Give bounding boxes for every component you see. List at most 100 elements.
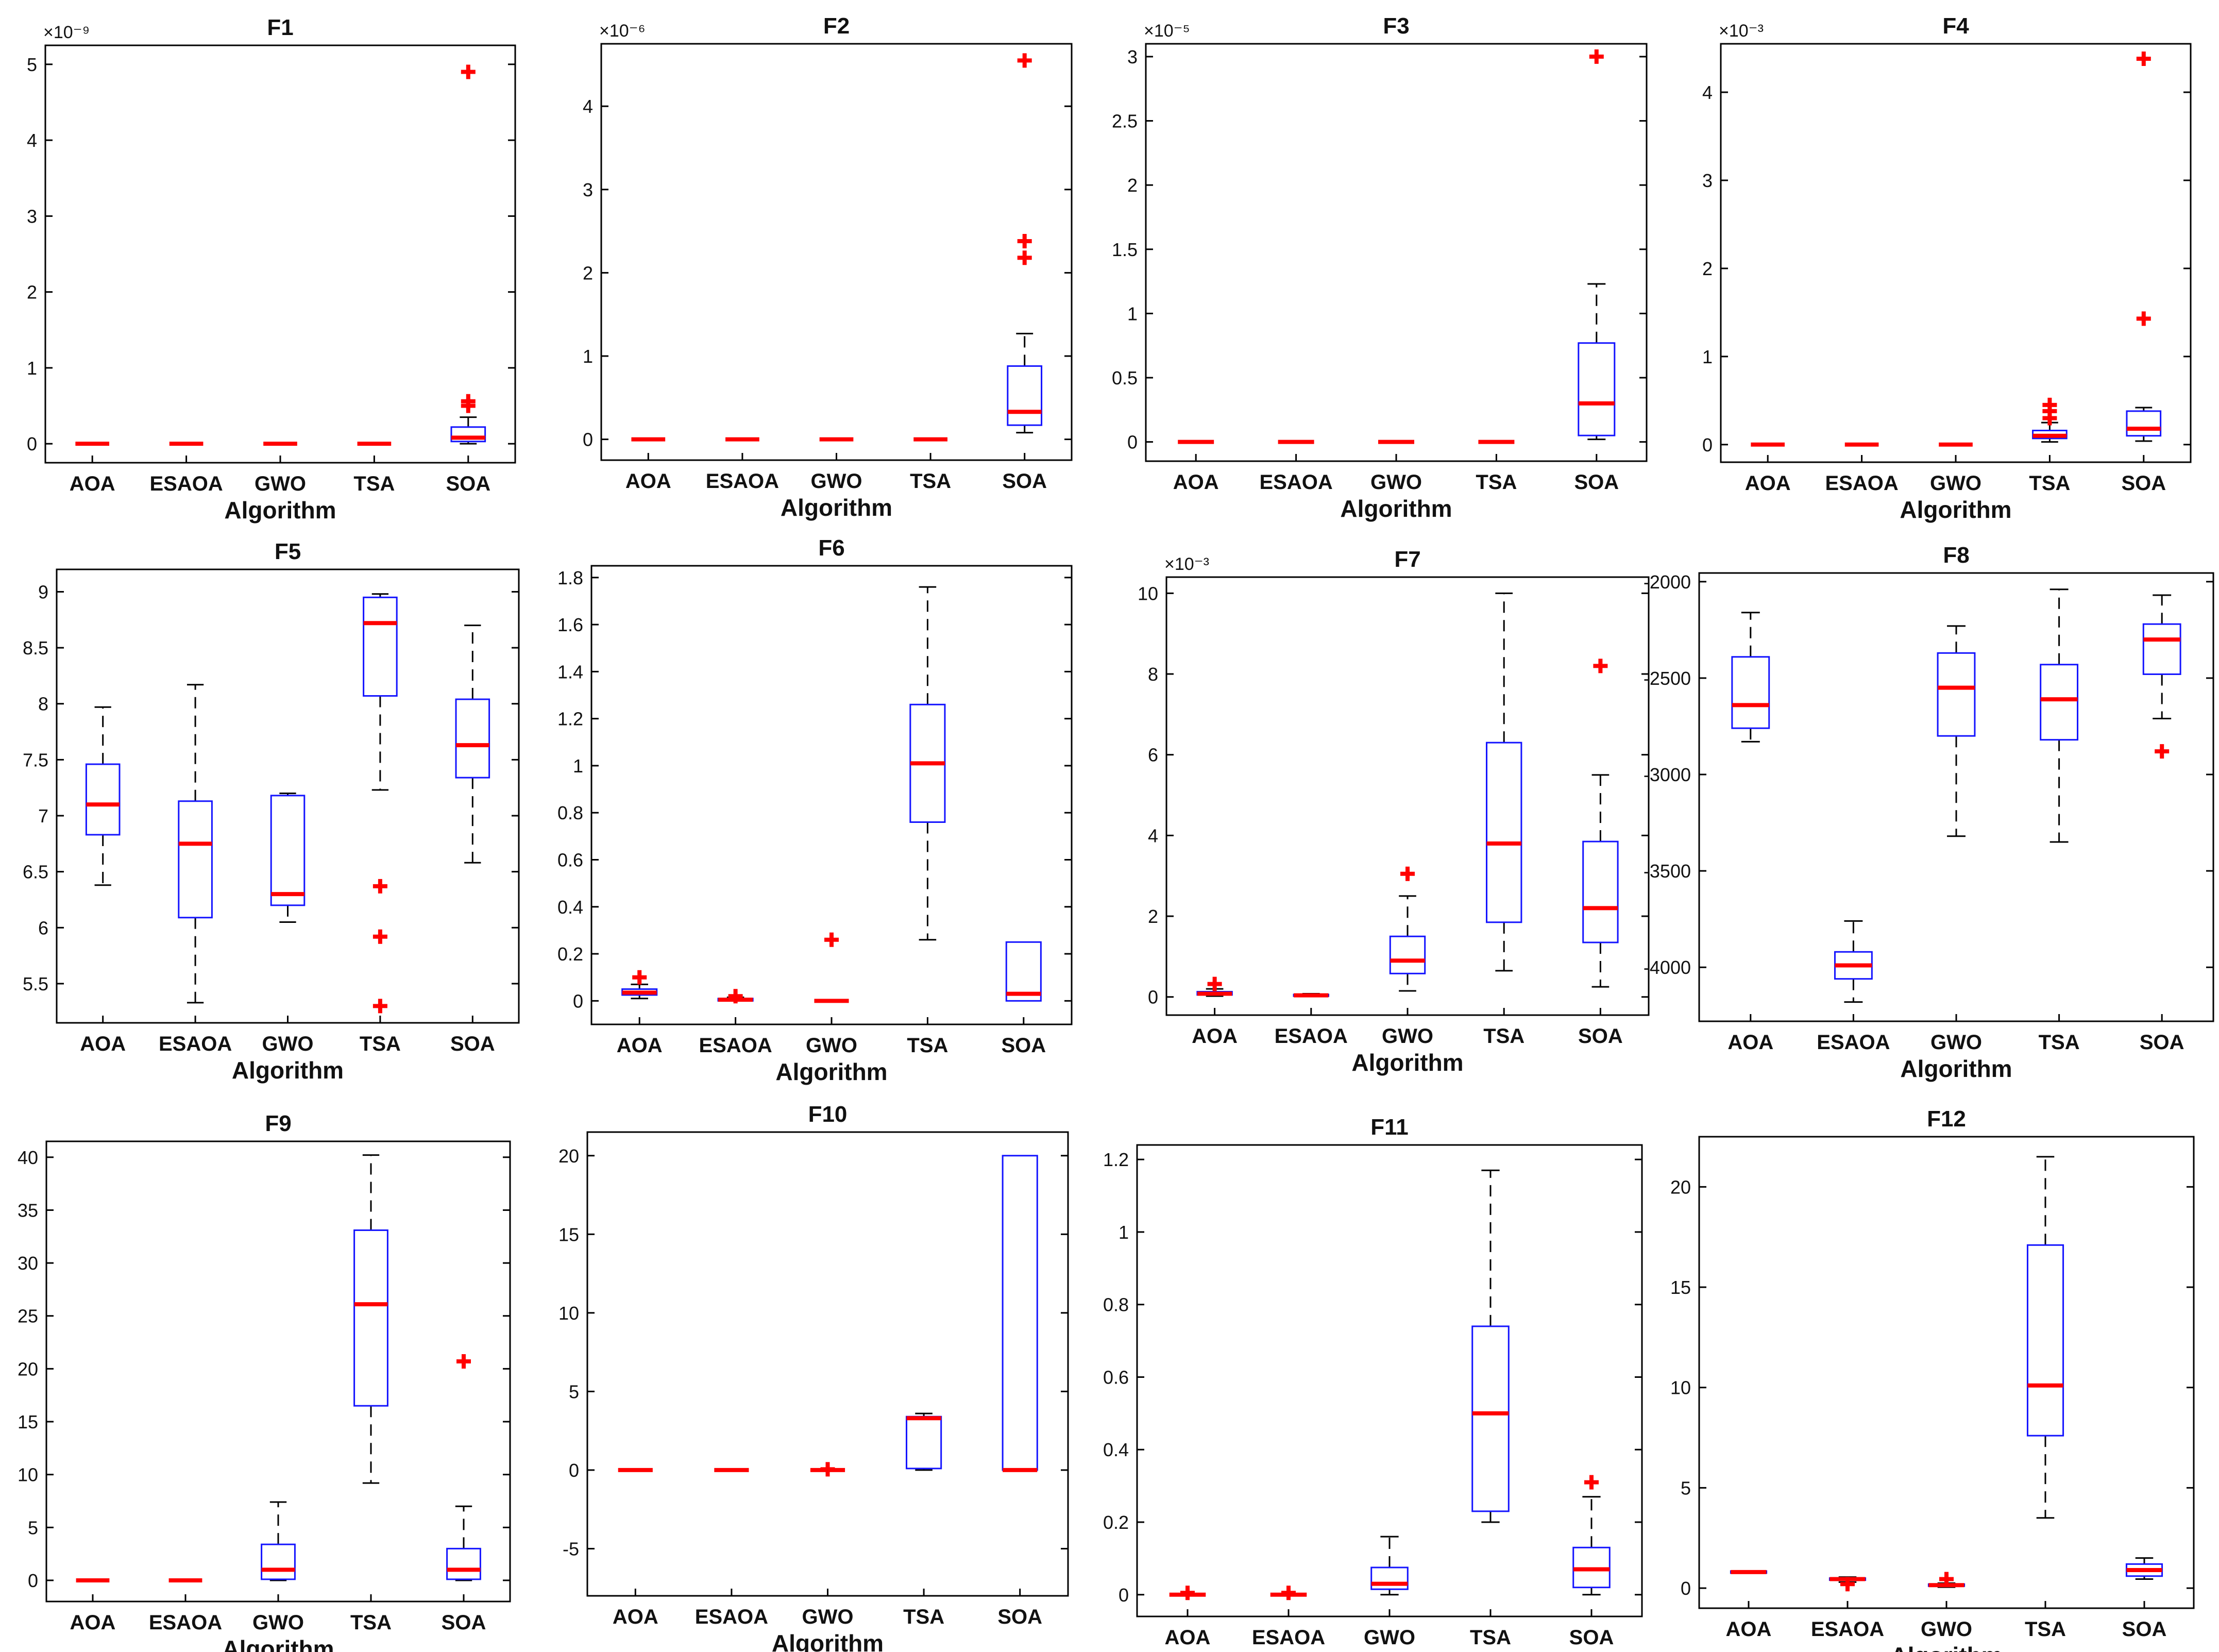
x-axis-label: Algorithm <box>224 497 336 524</box>
iqr-box <box>270 795 306 906</box>
y-tick-label: 10 <box>558 1303 579 1324</box>
box-tsa <box>2040 588 2079 843</box>
outlier-marker <box>1180 1586 1195 1600</box>
y-tick-label: 35 <box>18 1200 38 1221</box>
panel-title: F10 <box>808 1102 848 1127</box>
y-tick-label: 9 <box>38 581 48 602</box>
panel-title: F9 <box>265 1111 291 1136</box>
outlier-marker <box>372 999 387 1014</box>
x-tick-label: TSA <box>1483 1025 1524 1048</box>
x-tick-label: TSA <box>910 470 951 493</box>
panel-title: F12 <box>1927 1106 1966 1132</box>
y-tick-label: 0.4 <box>557 897 583 918</box>
y-tick-label: 1.5 <box>1112 239 1138 260</box>
iqr-box <box>1007 365 1043 426</box>
iqr-box <box>450 426 486 443</box>
outlier-marker <box>824 932 839 947</box>
x-tick-label: GWO <box>806 1034 857 1057</box>
y-tick-label: 1 <box>1702 346 1713 367</box>
iqr-box <box>178 800 213 919</box>
axis-multiplier: ×10⁻³ <box>1719 21 1764 41</box>
iqr-box <box>1002 1155 1038 1471</box>
box-gwo <box>1927 1572 1966 1588</box>
x-tick-label: AOA <box>625 470 671 493</box>
y-tick-label: 4 <box>1148 825 1158 846</box>
y-tick-label: 5 <box>569 1381 579 1402</box>
panel-title: F7 <box>1394 547 1420 572</box>
y-tick-label: 7 <box>38 805 48 827</box>
y-tick-label: 0 <box>1148 987 1158 1008</box>
box-aoa <box>1731 612 1770 743</box>
panel-title: F4 <box>1942 13 1969 39</box>
axis-multiplier: ×10⁻⁶ <box>599 21 646 41</box>
y-tick-label: 0.5 <box>1112 367 1138 389</box>
box-esaoa <box>1828 1576 1867 1592</box>
iqr-box <box>1389 935 1426 974</box>
y-tick-label: 1 <box>573 755 583 777</box>
box-tsa <box>1471 1169 1510 1523</box>
x-tick-label: SOA <box>1578 1025 1623 1048</box>
x-tick-label: SOA <box>1002 470 1047 493</box>
box-esaoa <box>1293 992 1329 998</box>
iqr-box <box>2040 664 2079 741</box>
x-tick-label: SOA <box>2140 1031 2184 1054</box>
x-axis-label: Algorithm <box>1900 1055 2012 1082</box>
box-aoa <box>621 970 658 1000</box>
iqr-box <box>2142 623 2181 675</box>
y-tick-label: 5 <box>1681 1477 1691 1498</box>
axes-frame <box>1698 1136 2195 1609</box>
y-tick-label: 3 <box>1702 170 1713 191</box>
box-tsa <box>906 1412 942 1471</box>
y-tick-label: 10 <box>1670 1377 1691 1398</box>
x-tick-label: GWO <box>1382 1025 1433 1048</box>
y-tick-label: 40 <box>18 1147 38 1168</box>
box-soa <box>446 1354 481 1581</box>
y-tick-label: 0 <box>583 429 593 450</box>
x-tick-label: TSA <box>350 1611 392 1634</box>
x-tick-label: ESAOA <box>149 473 223 495</box>
y-tick-label: 0.6 <box>557 850 583 871</box>
box-tsa <box>353 1154 388 1484</box>
outlier-marker <box>1593 659 1608 673</box>
box-tsa <box>363 593 398 1014</box>
x-tick-label: ESAOA <box>695 1606 768 1628</box>
box-soa <box>1002 1155 1038 1472</box>
y-tick-label: -3500 <box>1644 861 1691 882</box>
outlier-marker <box>456 1354 471 1369</box>
x-axis-label: Algorithm <box>1333 1650 1445 1652</box>
outlier-marker <box>461 64 476 79</box>
outlier-marker <box>1589 49 1604 64</box>
axes-frame <box>600 43 1073 461</box>
x-tick-label: TSA <box>1470 1626 1511 1649</box>
y-tick-label: 1.4 <box>557 661 583 682</box>
panel-title: F1 <box>267 15 293 40</box>
x-tick-label: GWO <box>255 473 306 495</box>
panel-title: F3 <box>1383 13 1409 39</box>
outlier-marker <box>2136 52 2151 66</box>
y-tick-label: 10 <box>1138 583 1158 604</box>
x-axis-label: Algorithm <box>1900 496 2011 523</box>
y-tick-label: 0.8 <box>557 802 583 823</box>
outlier-marker <box>2136 311 2151 326</box>
y-tick-label: 0 <box>573 990 583 1012</box>
boxplot-panel-f5: F5 5.5 6 6.5 7 7.5 8 8.5 9 AOA ESAOA GWO TSA SOA Algor… <box>23 539 520 1084</box>
x-tick-label: GWO <box>252 1611 304 1634</box>
axes-frame <box>1720 43 2192 463</box>
outlier-marker <box>1939 1572 1954 1587</box>
outlier-marker <box>461 394 476 409</box>
iqr-box <box>1731 656 1770 729</box>
x-tick-label: ESAOA <box>1817 1031 1890 1054</box>
y-tick-label: 1 <box>27 358 37 379</box>
axis-multiplier: ×10⁻⁵ <box>1144 21 1190 41</box>
y-tick-label: 6.5 <box>23 862 48 883</box>
x-tick-label: ESAOA <box>1275 1025 1348 1048</box>
outlier-marker <box>1584 1475 1599 1490</box>
axes-frame <box>1165 576 1650 1016</box>
x-tick-label: ESAOA <box>1259 471 1332 494</box>
iqr-box <box>446 1547 481 1580</box>
panel-title: F6 <box>818 535 844 561</box>
box-gwo <box>270 793 306 923</box>
box-soa <box>2142 594 2181 759</box>
x-tick-label: SOA <box>2122 1618 2167 1641</box>
box-gwo <box>1370 1536 1409 1596</box>
